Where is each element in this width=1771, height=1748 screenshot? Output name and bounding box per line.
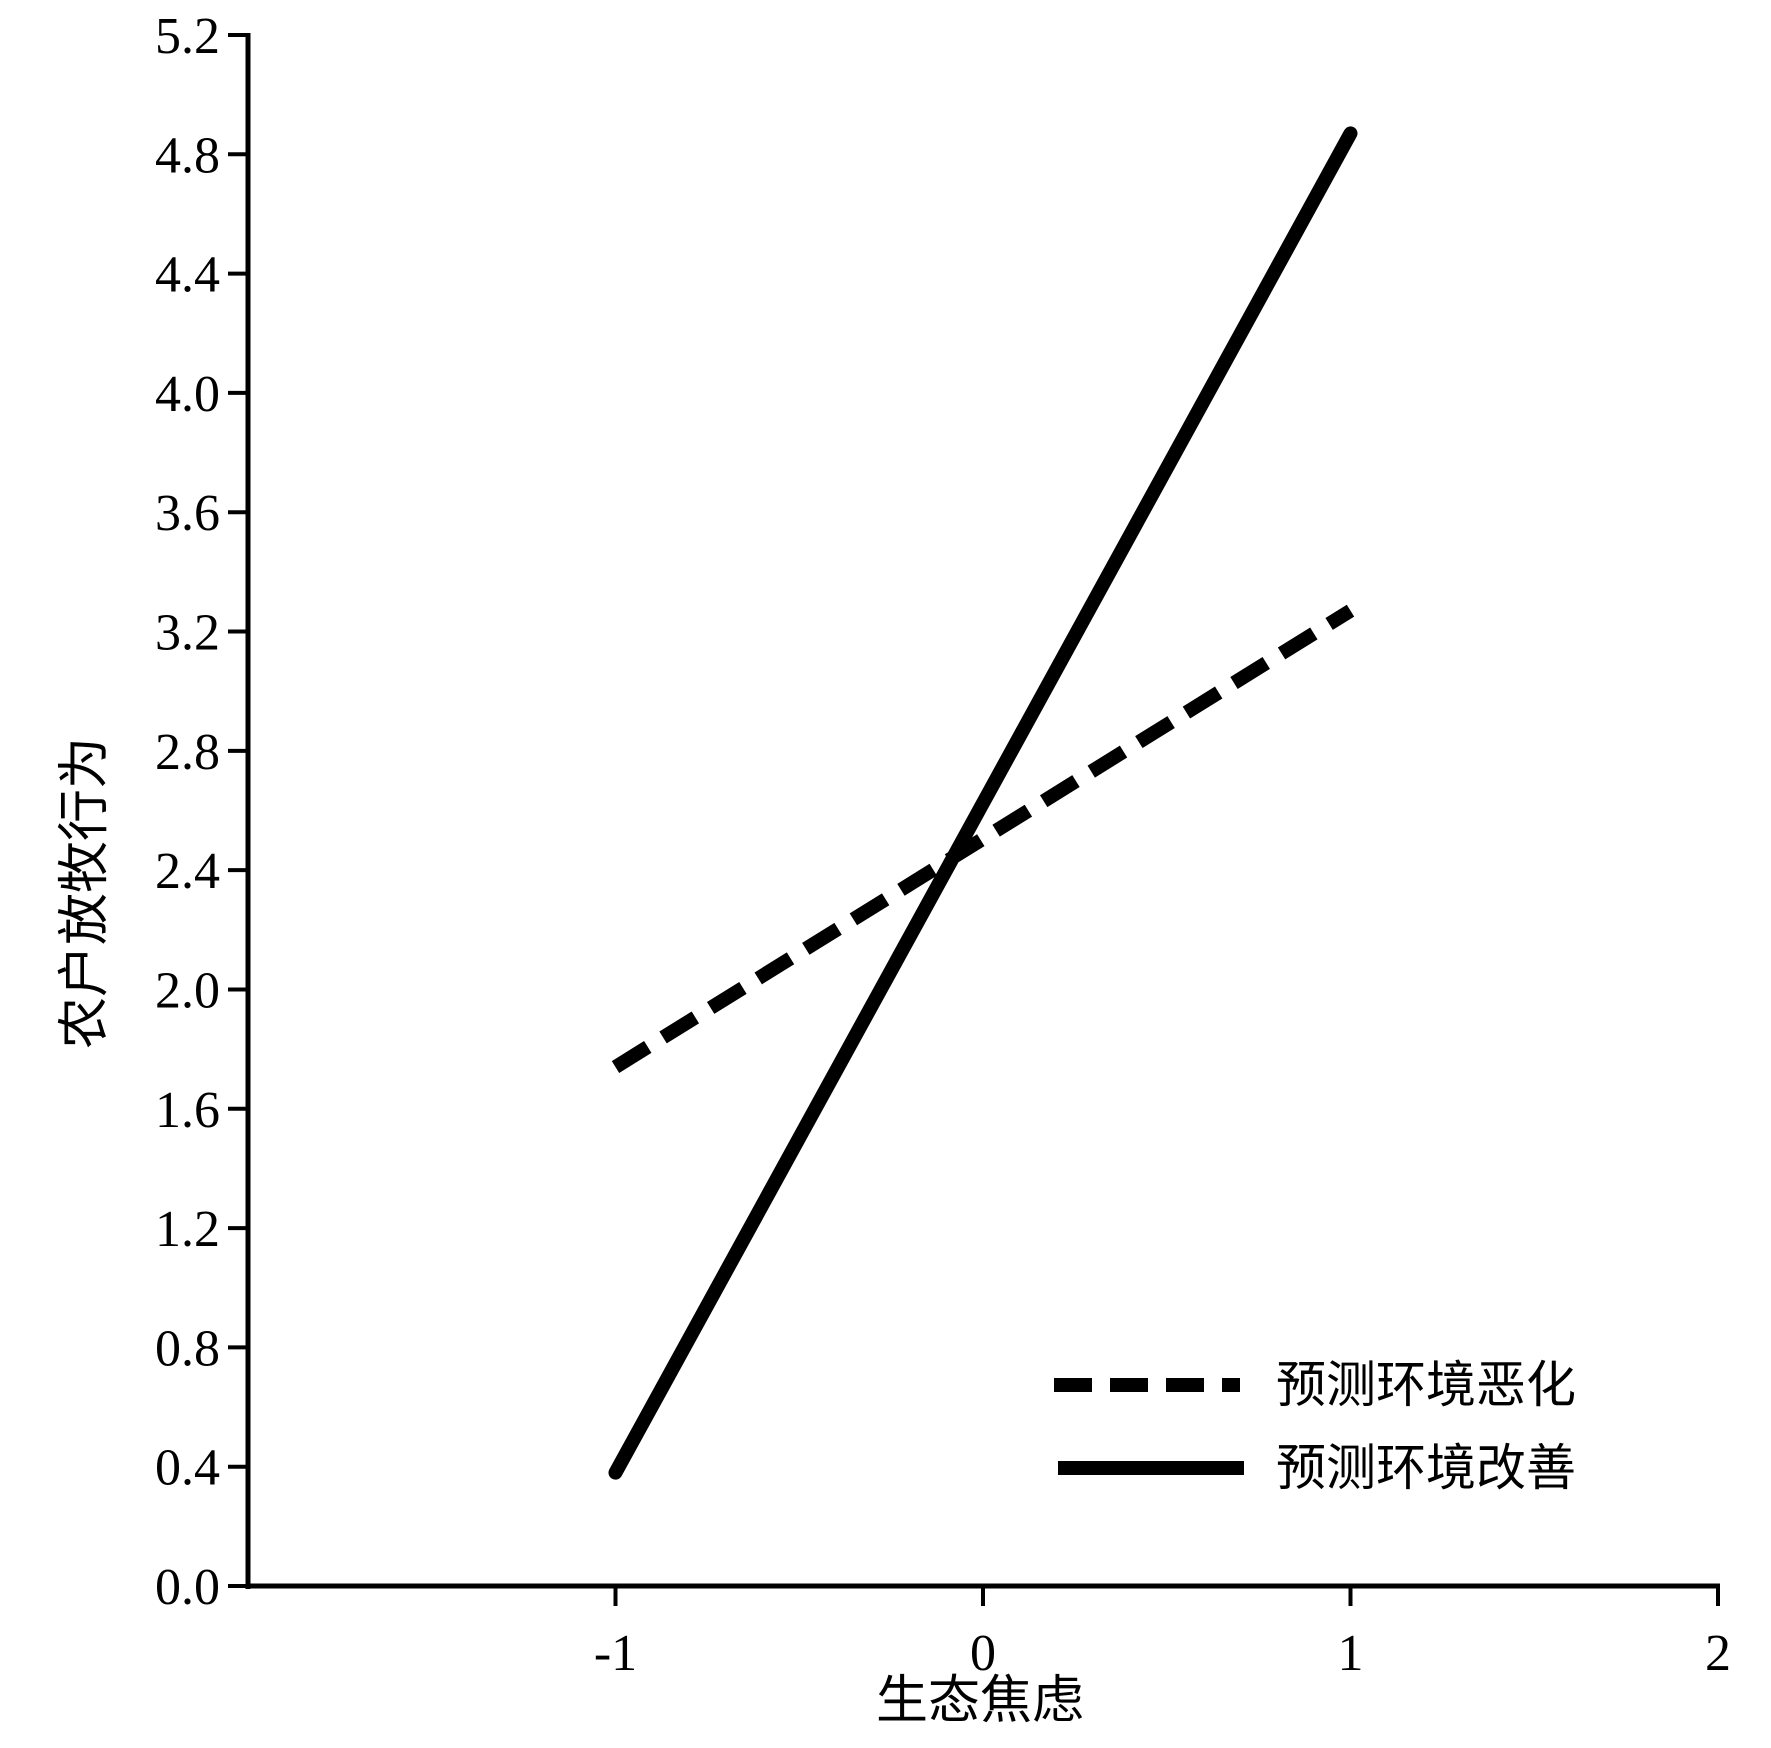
y-tick-label: 1.6 — [155, 1082, 220, 1139]
y-tick-label: 4.8 — [155, 127, 220, 184]
y-tick-label: 3.2 — [155, 605, 220, 662]
series-layer — [608, 126, 1358, 1480]
x-tick-label: 2 — [1705, 1625, 1731, 1682]
x-tick-label: 1 — [1338, 1625, 1364, 1682]
x-axis-title: 生态焦虑 — [876, 1671, 1084, 1731]
y-tick-label: 5.2 — [155, 8, 220, 65]
y-tick-label: 4.0 — [155, 366, 220, 423]
legend-label-improve: 预测环境改善 — [1276, 1439, 1576, 1497]
x-tick-label: -1 — [594, 1625, 637, 1682]
y-tick-label: 3.6 — [155, 485, 220, 542]
y-tick-label: 0.4 — [155, 1440, 220, 1497]
y-tick-label: 4.4 — [155, 247, 220, 304]
y-tick-label: 0.0 — [155, 1559, 220, 1616]
series-line-deteriorate — [611, 604, 1355, 1073]
y-axis-title: 农户放牧行为 — [55, 737, 115, 1049]
y-tick-label: 2.4 — [155, 843, 220, 900]
x-axis-ticks: -1 0 1 2 — [594, 1586, 1731, 1682]
y-tick-label: 2.8 — [155, 724, 220, 781]
y-tick-label: 0.8 — [155, 1320, 220, 1377]
x-tick-label: 0 — [970, 1625, 996, 1682]
y-tick-label: 1.2 — [155, 1201, 220, 1258]
y-tick-label: 2.0 — [155, 962, 220, 1019]
y-axis-ticks: 0.0 0.4 0.8 1.2 1.6 2.0 2.4 2.8 3.2 3.6 4.0 4.4 4.8 5… — [155, 8, 248, 1616]
legend-label-deteriorate: 预测环境恶化 — [1276, 1356, 1576, 1414]
legend: 预测环境恶化 预测环境改善 — [1054, 1356, 1576, 1497]
series-line-improve — [608, 126, 1358, 1480]
